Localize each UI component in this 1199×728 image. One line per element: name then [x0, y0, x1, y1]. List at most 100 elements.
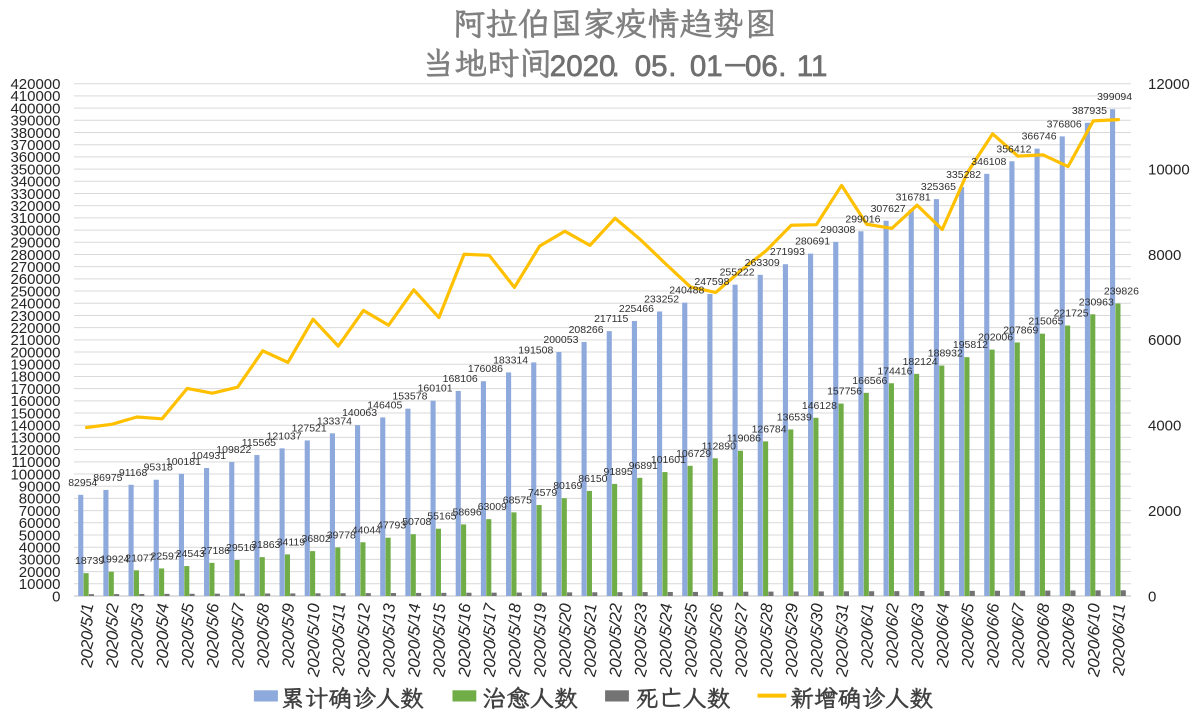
svg-text:2020/5/12: 2020/5/12 [354, 601, 374, 679]
svg-text:370000: 370000 [10, 137, 60, 154]
svg-text:126784: 126784 [752, 423, 787, 435]
svg-text:119086: 119086 [727, 433, 761, 445]
svg-text:104931: 104931 [191, 450, 226, 462]
svg-text:121037: 121037 [267, 430, 302, 442]
svg-text:2020/5/31: 2020/5/31 [833, 601, 853, 679]
svg-text:150000: 150000 [10, 405, 60, 422]
svg-text:307627: 307627 [871, 203, 906, 215]
svg-text:10000: 10000 [19, 576, 61, 593]
svg-text:300000: 300000 [10, 222, 60, 239]
svg-text:200053: 200053 [543, 334, 578, 346]
svg-text:2020/5/27: 2020/5/27 [732, 601, 752, 679]
svg-text:183314: 183314 [493, 354, 528, 366]
svg-text:120000: 120000 [10, 442, 60, 459]
svg-text:39778: 39778 [327, 530, 356, 542]
svg-text:208266: 208266 [569, 324, 604, 336]
svg-text:2020/5/9: 2020/5/9 [279, 601, 299, 670]
svg-text:400000: 400000 [10, 100, 60, 117]
svg-text:310000: 310000 [10, 210, 60, 227]
svg-text:2020/5/4: 2020/5/4 [153, 601, 173, 670]
svg-text:366746: 366746 [1022, 131, 1057, 143]
svg-text:390000: 390000 [10, 113, 60, 130]
svg-text:8000: 8000 [1148, 247, 1181, 264]
svg-text:360000: 360000 [10, 149, 60, 166]
svg-text:11: 11 [797, 50, 828, 83]
svg-text:410000: 410000 [10, 88, 60, 105]
svg-text:247598: 247598 [694, 276, 729, 288]
svg-text:55165: 55165 [427, 511, 456, 523]
svg-text:2020/6/1: 2020/6/1 [858, 601, 878, 670]
svg-text:2020/6/4: 2020/6/4 [933, 601, 953, 670]
svg-text:280000: 280000 [10, 247, 60, 264]
svg-text:140000: 140000 [10, 418, 60, 435]
svg-text:270000: 270000 [10, 259, 60, 276]
svg-text:2020/5/26: 2020/5/26 [707, 601, 727, 679]
svg-text:180000: 180000 [10, 369, 60, 386]
svg-text:2020/6/3: 2020/6/3 [908, 601, 928, 670]
svg-text:.: . [668, 50, 676, 83]
svg-text:240000: 240000 [10, 296, 60, 313]
svg-text:0: 0 [1148, 588, 1156, 605]
svg-text:2020/5/23: 2020/5/23 [631, 601, 651, 679]
svg-text:115565: 115565 [242, 437, 276, 449]
svg-text:60000: 60000 [19, 515, 61, 532]
svg-text:233252: 233252 [644, 294, 679, 306]
svg-text:2020/6/2: 2020/6/2 [883, 601, 903, 670]
svg-text:240488: 240488 [669, 285, 704, 297]
svg-text:2020/5/5: 2020/5/5 [178, 601, 198, 670]
svg-text:170000: 170000 [10, 381, 60, 398]
svg-text:2020/5/8: 2020/5/8 [254, 601, 274, 670]
svg-text:346108: 346108 [971, 156, 1006, 168]
svg-text:2020/5/1: 2020/5/1 [78, 601, 98, 670]
svg-text:2000: 2000 [1148, 503, 1181, 520]
svg-text:86975: 86975 [93, 472, 122, 484]
svg-text:136539: 136539 [777, 412, 812, 424]
svg-text:2020: 2020 [550, 50, 616, 83]
svg-text:.: . [612, 50, 620, 83]
svg-text:153578: 153578 [392, 391, 427, 403]
svg-text:10000: 10000 [1148, 161, 1190, 178]
svg-text:20000: 20000 [19, 564, 61, 581]
svg-text:70000: 70000 [19, 503, 61, 520]
svg-text:63009: 63009 [478, 501, 507, 513]
svg-text:2020/5/7: 2020/5/7 [229, 601, 249, 670]
svg-text:2020/6/8: 2020/6/8 [1034, 601, 1054, 670]
svg-text:112890: 112890 [702, 440, 736, 452]
svg-text:80000: 80000 [19, 491, 61, 508]
svg-text:263309: 263309 [745, 257, 780, 269]
svg-text:207869: 207869 [1003, 324, 1038, 336]
svg-text:290000: 290000 [10, 235, 60, 252]
svg-text:220000: 220000 [10, 320, 60, 337]
svg-text:24543: 24543 [176, 548, 205, 560]
svg-text:160101: 160101 [418, 383, 453, 395]
svg-text:.: . [778, 50, 786, 83]
svg-text:2020/5/18: 2020/5/18 [505, 601, 525, 679]
svg-text:2020/5/10: 2020/5/10 [304, 601, 324, 679]
svg-text:420000: 420000 [10, 76, 60, 93]
svg-text:387935: 387935 [1072, 105, 1107, 117]
svg-text:96891: 96891 [629, 460, 658, 472]
svg-text:146128: 146128 [802, 400, 837, 412]
svg-text:6000: 6000 [1148, 332, 1181, 349]
svg-text:176086: 176086 [468, 363, 503, 375]
svg-text:2020/5/28: 2020/5/28 [757, 601, 777, 679]
svg-text:2020/6/9: 2020/6/9 [1059, 601, 1079, 670]
svg-text:91895: 91895 [603, 466, 632, 478]
svg-text:106729: 106729 [676, 448, 711, 460]
svg-text:210000: 210000 [10, 332, 60, 349]
svg-text:133374: 133374 [317, 415, 352, 427]
svg-text:2020/5/20: 2020/5/20 [556, 601, 576, 679]
svg-text:2020/5/15: 2020/5/15 [430, 601, 450, 679]
svg-text:0: 0 [52, 588, 60, 605]
svg-text:100181: 100181 [166, 456, 201, 468]
svg-text:82954: 82954 [68, 477, 97, 489]
svg-text:31863: 31863 [251, 539, 280, 551]
svg-text:01: 01 [690, 50, 723, 83]
svg-text:316781: 316781 [896, 192, 931, 204]
svg-text:05: 05 [635, 50, 668, 83]
svg-text:06: 06 [745, 50, 778, 83]
svg-text:2020/5/13: 2020/5/13 [380, 601, 400, 679]
svg-text:90000: 90000 [19, 479, 61, 496]
svg-text:101601: 101601 [651, 454, 686, 466]
svg-text:2020/5/17: 2020/5/17 [480, 601, 500, 679]
